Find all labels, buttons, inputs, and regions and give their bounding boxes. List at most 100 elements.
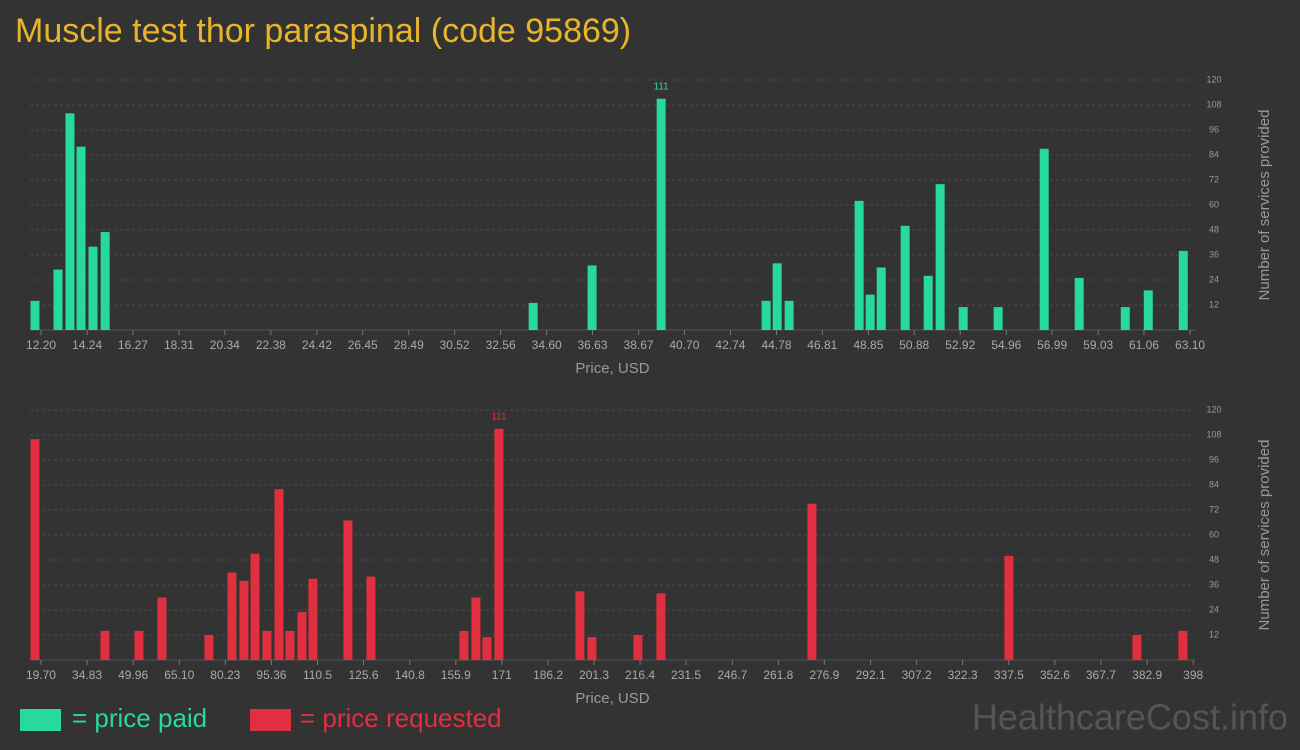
y-tick-label: 48 [1209,554,1219,564]
bar [227,572,237,660]
bar [482,637,492,660]
x-tick-label: 246.7 [717,668,747,682]
y-tick-label: 120 [1206,74,1221,84]
x-tick-label: 322.3 [948,668,978,682]
x-tick-label: 216.4 [625,668,655,682]
x-tick-label: 52.92 [945,338,975,352]
x-tick-label: 261.8 [763,668,793,682]
bar [1120,307,1130,330]
y-tick-label: 60 [1209,529,1219,539]
y-tick-label: 24 [1209,274,1219,284]
y-axis-label: Number of services provided [1256,440,1273,631]
x-tick-label: 16.27 [118,338,148,352]
bar [587,265,597,330]
bar [633,635,643,660]
y-tick-label: 12 [1209,629,1219,639]
data-label: 111 [654,81,670,92]
x-tick-label: 140.8 [395,668,425,682]
bar [1004,555,1014,660]
x-tick-label: 12.20 [26,338,56,352]
bar [30,300,40,330]
bar [134,630,144,660]
bar [250,553,260,660]
x-tick-label: 186.2 [533,668,563,682]
x-tick-label: 171 [492,668,512,682]
bar [923,275,933,330]
y-tick-label: 72 [1209,504,1219,514]
bar [471,597,481,660]
bar [993,307,1003,330]
bar [958,307,968,330]
x-tick-label: 44.78 [761,338,791,352]
bar [308,578,318,660]
x-tick-label: 80.23 [210,668,240,682]
bar [854,200,864,330]
bar [575,591,585,660]
bar [100,232,110,330]
bar [30,439,40,660]
legend-swatch [250,709,291,731]
bar [1143,290,1153,330]
bar [297,612,307,660]
bar [656,98,666,330]
x-tick-label: 28.49 [394,338,424,352]
x-tick-label: 292.1 [856,668,886,682]
x-tick-label: 32.56 [486,338,516,352]
legend-swatch [20,709,61,731]
y-tick-label: 60 [1209,199,1219,209]
y-axis-label: Number of services provided [1256,110,1273,301]
bar [772,263,782,330]
x-tick-label: 63.10 [1175,338,1205,352]
y-tick-label: 36 [1209,579,1219,589]
bar [900,225,910,330]
x-tick-label: 125.6 [348,668,378,682]
x-axis-label: Price, USD [575,360,649,377]
bar [784,300,794,330]
x-tick-label: 398 [1183,668,1203,682]
y-tick-label: 84 [1209,479,1219,489]
x-tick-label: 110.5 [303,668,332,682]
data-label: 111 [491,411,507,422]
bar [343,520,353,660]
x-axis-label: Price, USD [575,690,649,707]
x-tick-label: 22.38 [256,338,286,352]
bar [459,630,469,660]
x-tick-label: 201.3 [579,668,609,682]
bar [587,637,597,660]
bar [274,489,284,660]
chart-title: Muscle test thor paraspinal (code 95869) [15,12,631,50]
y-tick-label: 24 [1209,604,1219,614]
x-tick-label: 19.70 [26,668,56,682]
y-tick-label: 12 [1209,299,1219,309]
bar [88,246,98,330]
bar [53,269,63,330]
x-tick-label: 382.9 [1132,668,1162,682]
y-tick-label: 72 [1209,174,1219,184]
x-tick-label: 34.83 [72,668,102,682]
bar [76,146,86,330]
bar [1178,630,1188,660]
bar [761,300,771,330]
x-tick-label: 56.99 [1037,338,1067,352]
bar [807,503,817,660]
bar [285,630,295,660]
x-tick-label: 231.5 [671,668,701,682]
bar [494,428,504,660]
x-tick-label: 48.85 [853,338,883,352]
x-tick-label: 352.6 [1040,668,1070,682]
x-tick-label: 155.9 [441,668,471,682]
x-tick-label: 61.06 [1129,338,1159,352]
x-tick-label: 59.03 [1083,338,1113,352]
x-tick-label: 42.74 [715,338,745,352]
x-tick-label: 24.42 [302,338,332,352]
y-tick-label: 36 [1209,249,1219,259]
watermark: HealthcareCost.info [972,697,1288,738]
y-tick-label: 96 [1209,124,1219,134]
x-tick-label: 36.63 [578,338,608,352]
bar [656,593,666,660]
bar [239,580,249,660]
y-tick-label: 108 [1206,99,1221,109]
bar [1178,250,1188,330]
